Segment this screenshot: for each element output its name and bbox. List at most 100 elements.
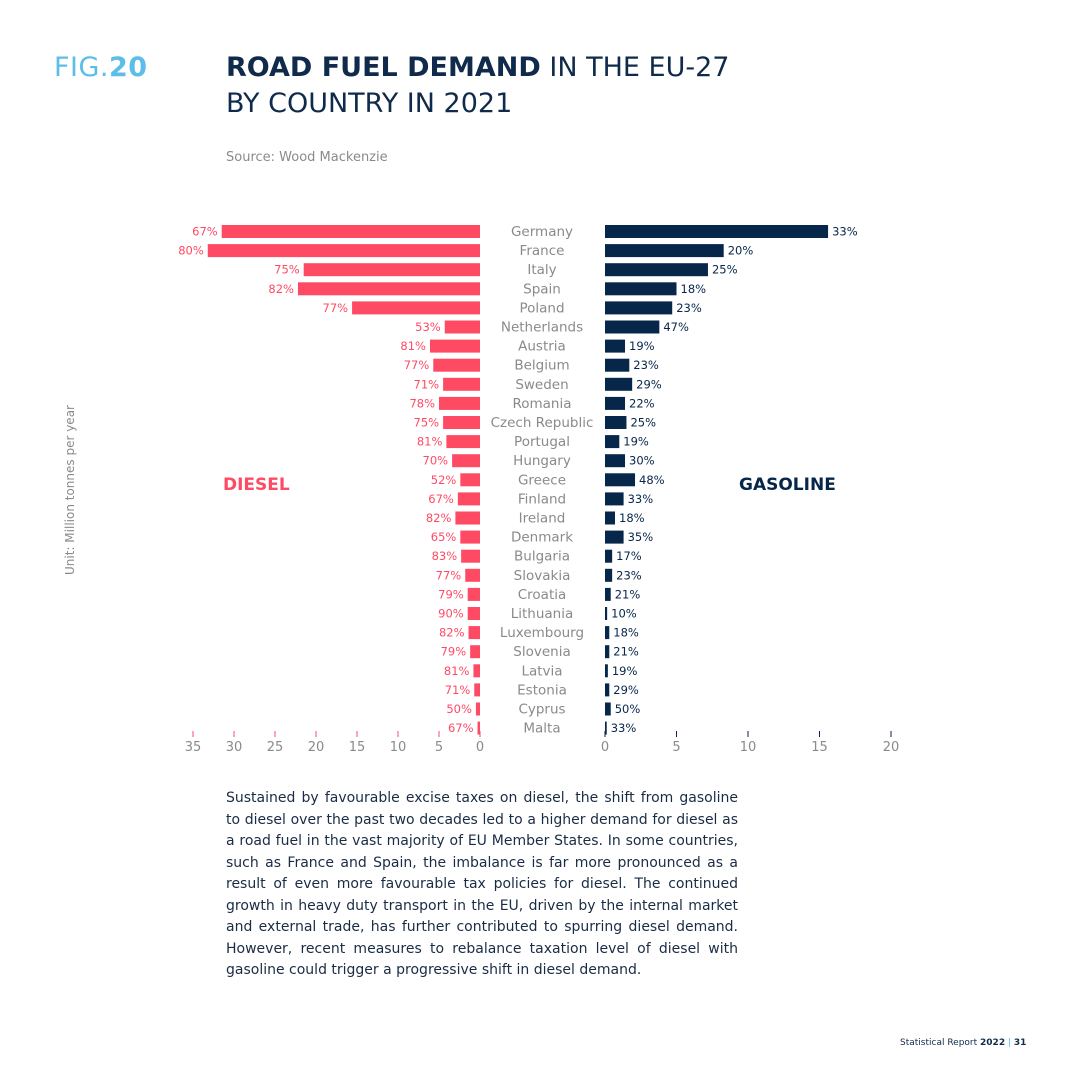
gasoline-bar-finland (605, 492, 624, 506)
gasoline-bar-denmark (605, 530, 624, 544)
gasoline-share-label-germany: 33% (832, 225, 858, 239)
gasoline-bar-germany (605, 225, 829, 238)
diesel-bar-ireland (455, 511, 480, 525)
diesel-bar-latvia (473, 664, 480, 678)
gasoline-share-label-ireland: 18% (619, 511, 645, 525)
gasoline-share-label-hungary: 30% (629, 454, 655, 468)
diesel-share-label-romania: 78% (409, 396, 435, 410)
diesel-share-label-malta: 67% (448, 721, 474, 735)
gasoline-bar-italy (605, 263, 708, 277)
gasoline-bar-bulgaria (605, 549, 613, 563)
diesel-share-label-latvia: 81% (444, 664, 470, 678)
diesel-axis-tick-label-0: 0 (476, 740, 484, 755)
country-label-denmark: Denmark (511, 530, 573, 546)
country-label-slovakia: Slovakia (514, 568, 571, 584)
gasoline-share-label-lithuania: 10% (611, 607, 637, 621)
diesel-bar-romania (439, 396, 480, 410)
diesel-share-label-luxembourg: 82% (439, 626, 465, 640)
diesel-bar-slovakia (465, 568, 480, 582)
diesel-share-label-belgium: 77% (404, 358, 430, 372)
diesel-share-label-croatia: 79% (438, 587, 464, 601)
gasoline-bar-france (605, 244, 724, 258)
diesel-axis-tick-label-10: 10 (390, 740, 407, 755)
country-label-croatia: Croatia (518, 587, 567, 603)
title-bold: ROAD FUEL DEMAND (226, 52, 541, 83)
series-label-diesel: DIESEL (223, 475, 290, 495)
gasoline-bar-greece (605, 473, 636, 487)
gasoline-bar-belgium (605, 358, 630, 372)
series-label-gasoline: GASOLINE (739, 475, 836, 495)
country-label-portugal: Portugal (514, 434, 570, 450)
country-label-lithuania: Lithuania (511, 606, 574, 622)
diesel-bar-portugal (446, 435, 480, 449)
diesel-axis-tick-label-35: 35 (185, 740, 202, 755)
diesel-axis-tick-label-30: 30 (226, 740, 243, 755)
diesel-bar-sweden (443, 377, 480, 391)
gasoline-share-label-france: 20% (728, 244, 754, 258)
gasoline-share-label-poland: 23% (676, 301, 702, 315)
country-label-netherlands: Netherlands (501, 320, 583, 336)
diesel-bar-cyprus (475, 702, 480, 716)
diesel-share-label-ireland: 82% (426, 511, 452, 525)
diesel-bar-finland (457, 492, 480, 506)
country-label-hungary: Hungary (513, 453, 571, 469)
gasoline-share-label-greece: 48% (639, 473, 665, 487)
gasoline-bar-romania (605, 396, 626, 410)
gasoline-share-label-czech-republic: 25% (630, 416, 656, 430)
gasoline-bar-slovakia (605, 568, 613, 582)
country-label-luxembourg: Luxembourg (500, 625, 584, 641)
diesel-bar-bulgaria (461, 549, 480, 563)
gasoline-bar-slovenia (605, 645, 610, 659)
diesel-bar-estonia (474, 683, 480, 697)
gasoline-share-label-italy: 25% (712, 263, 738, 277)
gasoline-bar-austria (605, 339, 626, 353)
title-line2: BY COUNTRY IN 2021 (226, 88, 513, 119)
country-label-latvia: Latvia (521, 663, 562, 679)
country-label-finland: Finland (518, 491, 566, 507)
country-label-slovenia: Slovenia (513, 644, 570, 660)
diesel-share-label-czech-republic: 75% (414, 416, 440, 430)
gasoline-share-label-slovenia: 21% (613, 645, 639, 659)
diesel-bar-spain (297, 282, 480, 296)
diesel-share-label-netherlands: 53% (415, 320, 441, 334)
country-label-spain: Spain (523, 281, 561, 297)
country-label-malta: Malta (523, 721, 560, 737)
gasoline-bar-ireland (605, 511, 616, 525)
country-label-sweden: Sweden (515, 377, 568, 393)
country-label-france: France (520, 243, 565, 259)
country-label-czech-republic: Czech Republic (491, 415, 594, 431)
gasoline-bar-czech-republic (605, 416, 627, 429)
diesel-bar-lithuania (467, 607, 480, 620)
diesel-bar-czech-republic (443, 416, 480, 429)
diesel-share-label-cyprus: 50% (446, 702, 472, 716)
gasoline-axis-tick-label-10: 10 (740, 740, 757, 755)
diesel-share-label-austria: 81% (400, 339, 426, 353)
gasoline-share-label-cyprus: 50% (615, 702, 641, 716)
diesel-bar-denmark (460, 530, 480, 544)
diesel-share-label-slovakia: 77% (436, 568, 462, 582)
gasoline-axis-tick-label-15: 15 (811, 740, 828, 755)
diesel-share-label-hungary: 70% (423, 454, 449, 468)
gasoline-bar-estonia (605, 683, 610, 697)
gasoline-share-label-netherlands: 47% (663, 320, 689, 334)
diesel-bar-germany (221, 225, 480, 238)
page-footer: Statistical Report 2022 | 31 (900, 1038, 1027, 1048)
gasoline-share-label-estonia: 29% (613, 683, 639, 697)
country-label-austria: Austria (518, 339, 566, 355)
diesel-axis-tick-label-20: 20 (308, 740, 325, 755)
diesel-share-label-slovenia: 79% (441, 645, 467, 659)
gasoline-bar-croatia (605, 587, 611, 601)
gasoline-bar-cyprus (605, 702, 611, 716)
diesel-bar-austria (429, 339, 480, 353)
country-label-italy: Italy (527, 262, 556, 278)
title-rest: IN THE EU-27 (540, 52, 730, 83)
diesel-bar-luxembourg (468, 626, 480, 640)
gasoline-bar-netherlands (605, 320, 660, 334)
gasoline-share-label-bulgaria: 17% (616, 549, 642, 563)
diesel-share-label-italy: 75% (274, 263, 300, 277)
gasoline-share-label-sweden: 29% (636, 377, 662, 391)
country-label-bulgaria: Bulgaria (514, 549, 570, 565)
chart-title: ROAD FUEL DEMAND IN THE EU-27 BY COUNTRY… (226, 50, 729, 122)
gasoline-bar-lithuania (605, 607, 608, 620)
diesel-share-label-estonia: 71% (445, 683, 471, 697)
